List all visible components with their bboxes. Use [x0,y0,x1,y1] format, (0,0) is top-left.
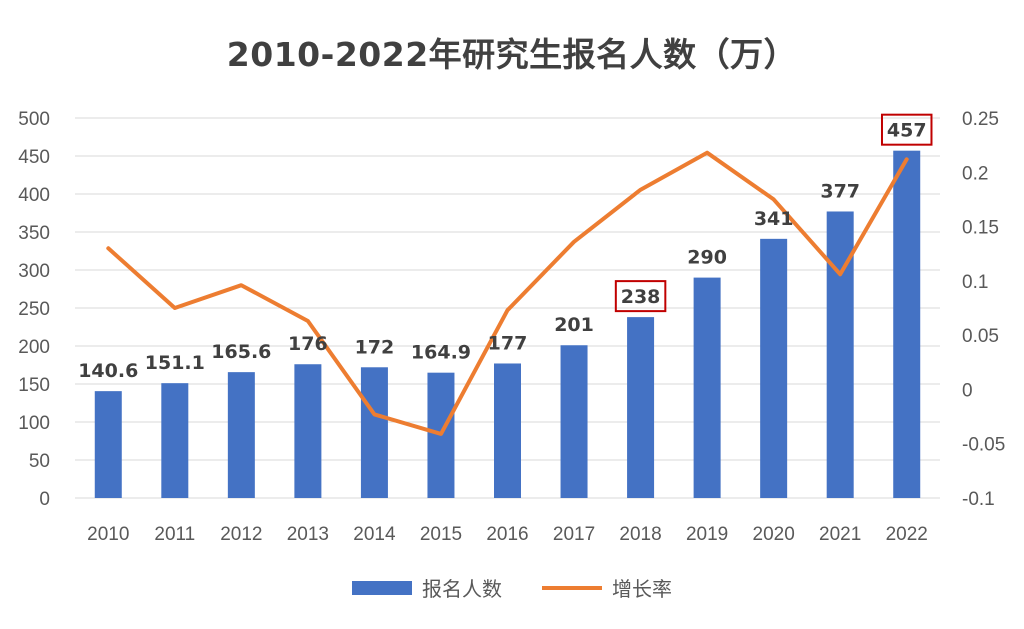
y-right-tick-label: 0.1 [962,272,988,293]
bar [760,238,788,498]
y-left-tick-label: 200 [18,337,50,358]
bar-data-label: 177 [488,332,528,354]
y-right-tick-label: 0.15 [962,218,999,239]
legend-item-bar[interactable]: 报名人数 [352,573,502,602]
legend-item-line[interactable]: 增长率 [542,573,672,602]
x-tick-label: 2017 [553,524,595,545]
chart-title: 2010-2022年研究生报名人数（万） [226,35,798,74]
x-tick-label: 2014 [353,524,396,545]
y-left-tick-label: 250 [18,299,50,320]
bar [627,317,655,498]
bar [560,345,588,498]
bar [494,363,521,498]
bar-data-label: 176 [288,333,328,355]
bar [161,383,189,498]
legend-bar-label: 报名人数 [422,577,502,601]
y-left-tick-label: 100 [18,413,50,434]
y-right-tick-label: 0.05 [962,326,999,347]
x-tick-label: 2021 [819,524,861,545]
legend-line-swatch [542,585,602,590]
y-right-tick-label: -0.05 [962,435,1005,456]
legend: 报名人数 增长率 [0,573,1024,602]
bar-data-label: 172 [355,336,395,358]
bar-data-label: 341 [754,208,794,230]
bar-data-label: 377 [820,180,860,202]
x-tick-label: 2011 [154,524,195,545]
y-left-tick-label: 50 [29,451,50,472]
legend-line-label: 增长率 [612,577,672,601]
x-tick-label: 2015 [420,524,462,545]
x-tick-label: 2013 [287,524,329,545]
bar-data-label: 140.6 [78,360,138,382]
x-tick-label: 2012 [220,524,262,545]
x-tick-label: 2018 [619,524,661,545]
y-left-tick-label: 500 [18,109,50,130]
growth-rate-line [106,150,909,436]
legend-bar-swatch [352,580,412,595]
bar-data-label: 151.1 [145,352,205,374]
y-left-tick-label: 150 [18,375,50,396]
x-tick-label: 2020 [753,524,795,545]
y-left-tick-label: 300 [18,261,50,282]
y-left-tick-label: 400 [18,185,50,206]
bar-data-label: 201 [554,314,594,336]
y-left-tick-label: 450 [18,147,50,168]
y-left-tick-label: 0 [39,489,50,510]
bar-data-label: 457 [887,120,927,142]
y-right-tick-label: -0.1 [962,489,995,510]
highlight-box [614,280,667,313]
bar [94,391,122,498]
bar-data-label: 238 [621,286,661,308]
x-tick-label: 2010 [87,524,129,545]
x-tick-label: 2022 [886,524,928,545]
bar [227,372,255,498]
x-tick-label: 2019 [686,524,728,545]
bar-data-label: 165.6 [211,341,271,363]
bar-data-label: 164.9 [411,342,471,364]
bar [893,150,921,498]
y-left-tick-label: 350 [18,223,50,244]
y-right-tick-label: 0 [962,380,973,401]
bar [360,367,388,498]
bar [294,364,322,498]
x-tick-label: 2016 [486,524,528,545]
highlight-box [880,113,933,146]
bar [693,277,721,498]
y-right-tick-label: 0.2 [962,163,988,184]
y-right-tick-label: 0.25 [962,109,999,130]
bar-data-label: 290 [687,247,727,269]
